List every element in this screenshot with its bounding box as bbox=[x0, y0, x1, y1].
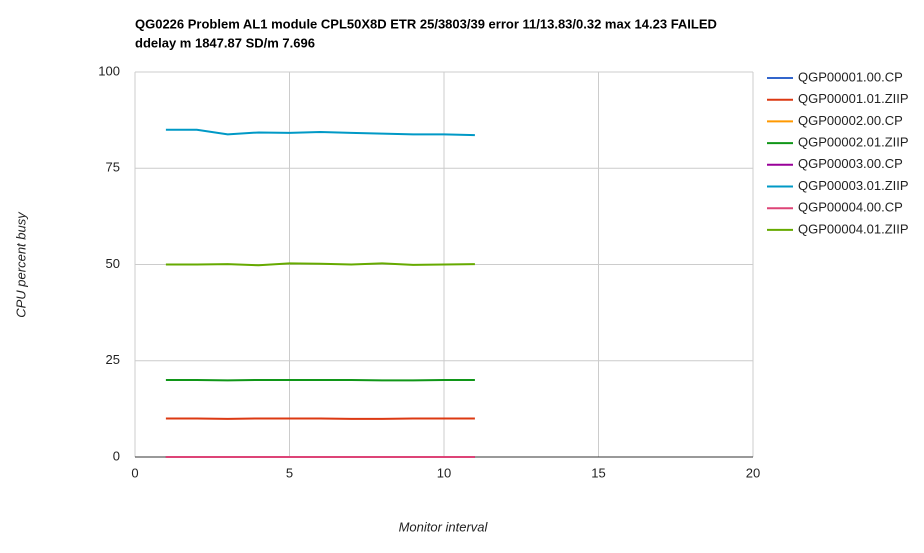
x-tick-label: 0 bbox=[131, 465, 138, 480]
chart-title: QG0226 Problem AL1 module CPL50X8D ETR 2… bbox=[135, 16, 717, 31]
series-line bbox=[165, 262, 475, 267]
x-tick-label: 10 bbox=[437, 465, 451, 480]
x-axis-title: Monitor interval bbox=[399, 519, 489, 534]
legend-label: QGP00002.00.CP bbox=[798, 113, 903, 128]
legend-label: QGP00003.00.CP bbox=[798, 156, 903, 171]
legend-label: QGP00001.00.CP bbox=[798, 69, 903, 84]
y-tick-label: 25 bbox=[106, 352, 120, 367]
x-tick-label: 5 bbox=[286, 465, 293, 480]
x-tick-label: 15 bbox=[591, 465, 605, 480]
legend-label: QGP00002.01.ZIIP bbox=[798, 135, 909, 150]
legend-label: QGP00001.01.ZIIP bbox=[798, 91, 909, 106]
chart-title: ddelay m 1847.87 SD/m 7.696 bbox=[135, 35, 315, 50]
legend-label: QGP00003.01.ZIIP bbox=[798, 178, 909, 193]
legend-label: QGP00004.01.ZIIP bbox=[798, 221, 909, 236]
y-tick-label: 0 bbox=[113, 448, 120, 463]
x-tick-label: 20 bbox=[746, 465, 760, 480]
legend-label: QGP00004.00.CP bbox=[798, 200, 903, 215]
y-tick-label: 75 bbox=[106, 160, 120, 175]
y-tick-label: 100 bbox=[98, 63, 120, 78]
series-line bbox=[165, 128, 475, 137]
y-axis-title: CPU percent busy bbox=[13, 211, 28, 318]
y-tick-label: 50 bbox=[106, 256, 120, 271]
